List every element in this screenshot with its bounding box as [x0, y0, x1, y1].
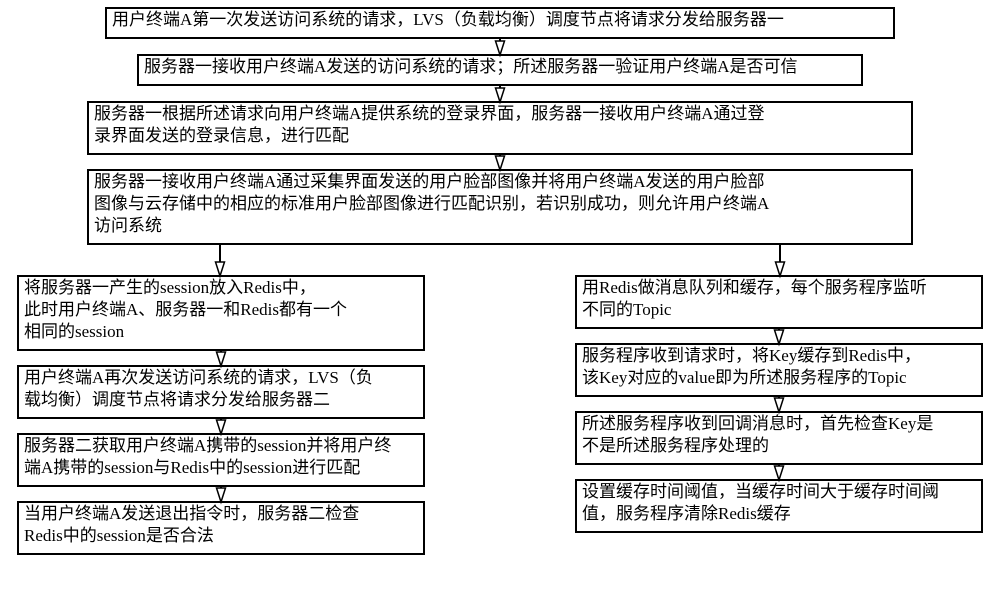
node-text-line: 设置缓存时间阈值，当缓存时间大于缓存时间阈 [582, 482, 939, 501]
flow-node-b3: 服务器一根据所述请求向用户终端A提供系统的登录界面，服务器一接收用户终端A通过登… [88, 102, 912, 154]
node-text-line: 当用户终端A发送退出指令时，服务器二检查 [24, 504, 359, 523]
flow-arrow [496, 85, 505, 102]
flow-node-r2: 服务程序收到请求时，将Key缓存到Redis中， 该Key对应的value即为所述… [576, 344, 982, 396]
flow-node-b2: 服务器一接收用户终端A发送的访问系统的请求；所述服务器一验证用户终端A是否可信 [138, 55, 862, 85]
flow-arrow [496, 154, 505, 170]
node-text-line: 不同的Topic [582, 300, 672, 319]
arrow-head-icon [217, 488, 226, 502]
flow-arrow [217, 418, 226, 434]
flow-node-b1: 用户终端A第一次发送访问系统的请求，LVS（负载均衡）调度节点将请求分发给服务器… [106, 8, 894, 38]
flow-arrow [217, 350, 226, 366]
node-text-line: 服务器一接收用户终端A通过采集界面发送的用户脸部图像并将用户终端A发送的用户脸部 [94, 172, 765, 191]
node-text-line: 服务器二获取用户终端A携带的session并将用户终 [24, 436, 391, 455]
node-text-line: 载均衡）调度节点将请求分发给服务器二 [24, 390, 330, 409]
arrow-head-icon [776, 262, 785, 276]
flowchart-canvas: 用户终端A第一次发送访问系统的请求，LVS（负载均衡）调度节点将请求分发给服务器… [0, 0, 1000, 602]
arrow-head-icon [496, 88, 505, 102]
flow-arrow [216, 244, 225, 276]
node-text-line: 服务器一接收用户终端A发送的访问系统的请求；所述服务器一验证用户终端A是否可信 [144, 57, 798, 76]
node-text-line: 不是所述服务程序处理的 [582, 436, 769, 455]
arrow-head-icon [217, 420, 226, 434]
flow-node-l1: 将服务器一产生的session放入Redis中， 此时用户终端A、服务器一和Red… [18, 276, 424, 350]
node-text-line: 服务器一根据所述请求向用户终端A提供系统的登录界面，服务器一接收用户终端A通过登 [94, 104, 765, 123]
node-text-line: 录界面发送的登录信息，进行匹配 [94, 126, 349, 145]
flow-node-b4: 服务器一接收用户终端A通过采集界面发送的用户脸部图像并将用户终端A发送的用户脸部… [88, 170, 912, 244]
node-text-line: 此时用户终端A、服务器一和Redis都有一个 [24, 300, 347, 319]
flow-arrow [775, 396, 784, 412]
node-text-line: 图像与云存储中的相应的标准用户脸部图像进行匹配识别，若识别成功，则允许用户终端A [94, 194, 770, 213]
node-text-line: Redis中的session是否合法 [24, 526, 214, 545]
node-text-line: 用户终端A再次发送访问系统的请求，LVS（负 [24, 368, 373, 387]
flow-node-l2: 用户终端A再次发送访问系统的请求，LVS（负载均衡）调度节点将请求分发给服务器二 [18, 366, 424, 418]
arrow-head-icon [775, 398, 784, 412]
node-text-line: 相同的session [24, 322, 125, 341]
node-text-line: 用Redis做消息队列和缓存，每个服务程序监听 [582, 278, 927, 297]
flow-node-l4: 当用户终端A发送退出指令时，服务器二检查 Redis中的session是否合法 [18, 502, 424, 554]
node-text-line: 将服务器一产生的session放入Redis中， [24, 278, 316, 297]
arrow-head-icon [496, 41, 505, 55]
flow-arrow [776, 244, 785, 276]
node-text-line: 该Key对应的value即为所述服务程序的Topic [582, 368, 907, 387]
arrow-head-icon [216, 262, 225, 276]
flow-arrow [775, 328, 784, 344]
node-text-line: 端A携带的session与Redis中的session进行匹配 [24, 458, 360, 477]
flow-arrow [775, 464, 784, 480]
flow-arrow [217, 486, 226, 502]
flow-node-r1: 用Redis做消息队列和缓存，每个服务程序监听不同的Topic [576, 276, 982, 328]
arrow-head-icon [775, 330, 784, 344]
node-text-line: 值，服务程序清除Redis缓存 [582, 504, 791, 523]
node-text-line: 用户终端A第一次发送访问系统的请求，LVS（负载均衡）调度节点将请求分发给服务器… [112, 10, 784, 29]
flow-node-r3: 所述服务程序收到回调消息时，首先检查Key是不是所述服务程序处理的 [576, 412, 982, 464]
node-text-line: 访问系统 [94, 216, 162, 235]
arrow-head-icon [775, 466, 784, 480]
flow-node-r4: 设置缓存时间阈值，当缓存时间大于缓存时间阈值，服务程序清除Redis缓存 [576, 480, 982, 532]
arrow-head-icon [496, 156, 505, 170]
node-text-line: 服务程序收到请求时，将Key缓存到Redis中， [582, 346, 921, 365]
flow-node-l3: 服务器二获取用户终端A携带的session并将用户终端A携带的session与R… [18, 434, 424, 486]
flow-arrow [496, 38, 505, 55]
arrow-head-icon [217, 352, 226, 366]
node-text-line: 所述服务程序收到回调消息时，首先检查Key是 [582, 414, 933, 433]
